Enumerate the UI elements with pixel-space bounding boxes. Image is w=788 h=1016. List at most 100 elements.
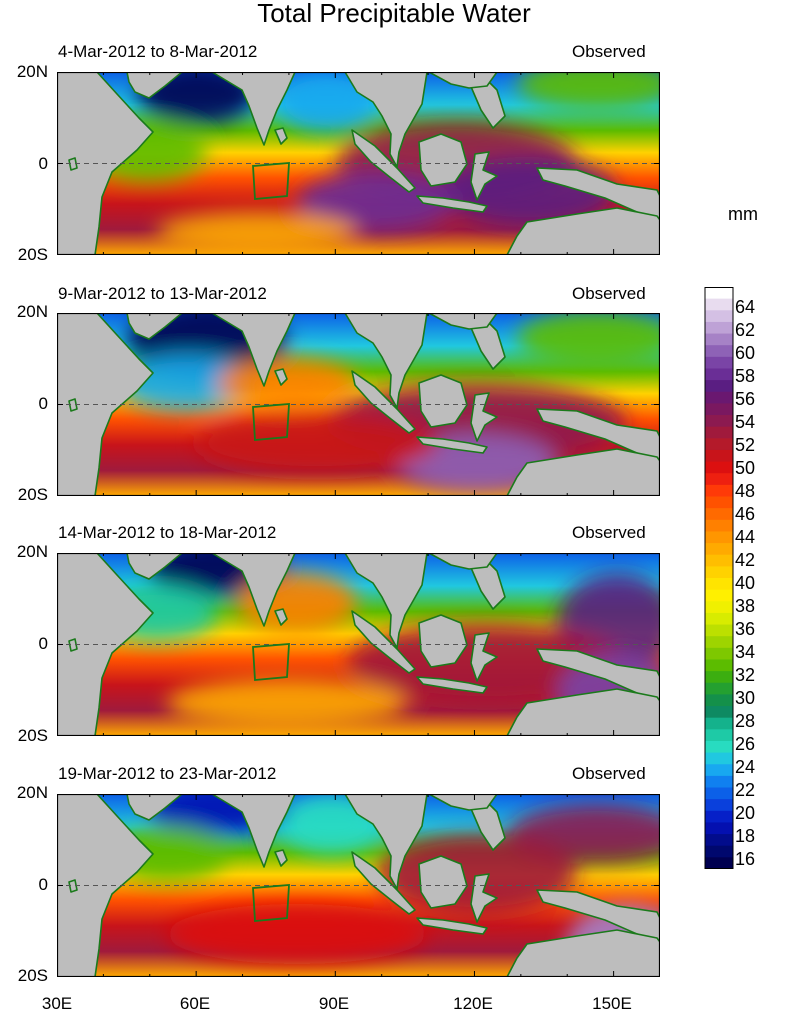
cb-label: 18 [735,826,756,846]
cb-label: 28 [735,711,756,731]
colorbar-bin [705,775,733,789]
colorbar-units: mm [728,204,758,224]
panel1-tag: Observed [572,42,646,61]
land-sulawesi [470,632,498,682]
panel3-lat-20n: 20N [16,542,48,561]
cb-label: 64 [735,297,756,317]
panel2-lat-0: 0 [38,394,48,413]
land-madagascar [68,879,78,893]
cb-label: 40 [735,573,756,593]
map-panel-2 [57,313,660,496]
colorbar-bin [705,764,733,777]
land-india [211,553,296,627]
panel-3-svg [57,553,660,736]
colorbar-bin [705,636,733,649]
axis-ticks [57,72,660,255]
axis-ticks [57,794,660,977]
analysis-box [252,162,290,200]
land-india [211,72,296,146]
land-sulawesi [470,151,498,201]
colorbar-bin [705,531,733,544]
axis-ticks [57,553,660,736]
colorbar-bin [705,519,733,533]
cb-label: 22 [735,780,756,800]
colorbar-bin [705,822,733,835]
tpw-blob [277,72,377,132]
cb-label: 58 [735,366,756,386]
land-borneo [418,374,468,428]
colorbar-bin [705,333,733,346]
land-madagascar [68,638,78,652]
cb-label: 50 [735,458,756,478]
panel1-lat-20s: 20S [17,245,48,264]
cb-label: 20 [735,803,756,823]
land-australia [506,207,660,255]
tpw-blob [167,904,427,964]
cb-label: 44 [735,527,756,547]
land-sri-lanka [274,608,288,626]
colorbar-bin [705,589,733,602]
colorbar-bin [705,461,733,474]
land-china-coast [428,553,498,570]
cb-label: 52 [735,435,756,455]
colorbar-bin [705,845,733,858]
land-arabia [126,553,183,580]
colorbar-bin [705,717,733,730]
colorbar-bin [705,449,733,463]
cb-label: 48 [735,481,756,501]
colorbar-bin [705,287,733,300]
land-china-coast [428,72,498,89]
land-madagascar [68,157,78,171]
panel4-lat-20n: 20N [16,783,48,802]
colorbar-bin [705,601,733,614]
colorbar-bin [705,612,733,626]
panel1-lat-0: 0 [38,154,48,173]
colorbar-bin [705,659,733,672]
land-arabia [126,794,183,821]
land-australia [506,929,660,977]
panel2-period: 9-Mar-2012 to 13-Mar-2012 [58,284,267,303]
colorbar-bin [705,787,733,800]
panel-1-svg [57,72,660,255]
cb-label: 30 [735,688,756,708]
colorbar-bin [705,810,733,824]
colorbar-bin [705,438,733,451]
land-madagascar [68,398,78,412]
tpw-blob [517,313,660,366]
land-new-guinea [536,648,660,702]
land-masses [57,794,660,977]
land-borneo [418,855,468,909]
land-australia [506,448,660,496]
colorbar-bin [705,310,733,323]
tpw-blob [157,212,357,252]
panel2-lat-20s: 20S [17,485,48,504]
panel3-period: 14-Mar-2012 to 18-Mar-2012 [58,523,277,542]
tpw-blob [297,172,457,232]
cb-label: 46 [735,504,756,524]
panel-4-svg [57,794,660,977]
panel1-lat-20n: 20N [16,62,48,81]
land-java [416,917,488,935]
cb-label: 16 [735,849,756,869]
colorbar-bin [705,682,733,695]
analysis-box [252,884,290,922]
cb-label: 24 [735,757,756,777]
colorbar-bin [705,368,733,381]
panel3-tag: Observed [572,523,646,542]
cb-label: 26 [735,734,756,754]
land-china-coast [428,313,498,330]
colorbar-bin [705,508,733,521]
tpw-blob [167,678,407,728]
land-india [211,313,296,387]
cb-label: 56 [735,389,756,409]
tpw-blob [197,413,437,473]
colorbar [704,287,734,869]
land-new-guinea [536,167,660,221]
colorbar-bin [705,752,733,765]
colorbar-frame [704,287,734,869]
panel1-period: 4-Mar-2012 to 8-Mar-2012 [58,42,258,61]
lon-label-150e: 150E [592,994,632,1013]
colorbar-bin [705,298,733,311]
cb-label: 38 [735,596,756,616]
lon-label-60e: 60E [179,994,211,1013]
